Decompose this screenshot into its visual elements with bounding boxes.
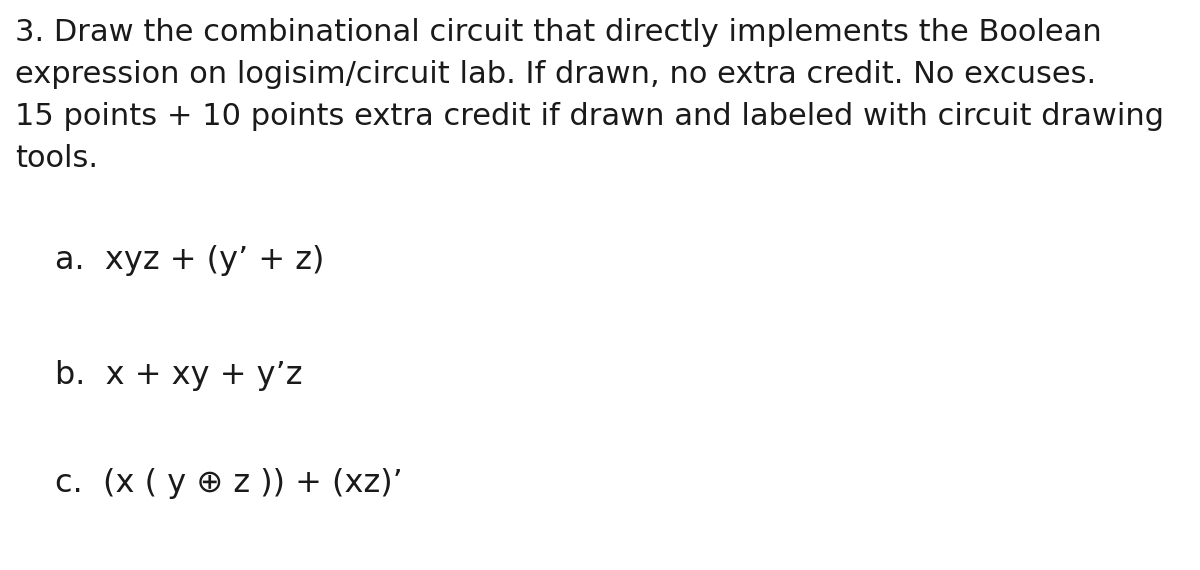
Text: 3. Draw the combinational circuit that directly implements the Boolean: 3. Draw the combinational circuit that d… [14,18,1102,47]
Text: expression on logisim/circuit lab. If drawn, no extra credit. No excuses.: expression on logisim/circuit lab. If dr… [14,60,1096,89]
Text: tools.: tools. [14,144,98,173]
Text: 15 points + 10 points extra credit if drawn and labeled with circuit drawing: 15 points + 10 points extra credit if dr… [14,102,1164,131]
Text: a.  xyz + (y’ + z): a. xyz + (y’ + z) [55,245,324,276]
Text: b.  x + xy + y’z: b. x + xy + y’z [55,360,302,391]
Text: c.  (x ( y ⊕ z )) + (xz)’: c. (x ( y ⊕ z )) + (xz)’ [55,468,403,499]
